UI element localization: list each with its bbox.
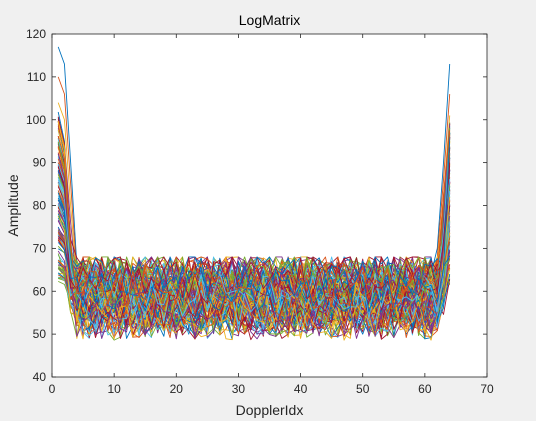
y-tick-label: 70: [33, 241, 47, 255]
x-tick-label: 40: [294, 382, 308, 396]
series-line: [57, 215, 451, 302]
y-tick-label: 40: [33, 370, 47, 384]
series-line: [57, 136, 451, 313]
y-tick-label: 110: [27, 70, 46, 84]
series-line: [57, 196, 451, 341]
series-line: [57, 197, 451, 305]
x-tick-label: 60: [418, 382, 432, 396]
x-tick-label: 20: [170, 382, 184, 396]
y-tick-label: 120: [26, 27, 46, 41]
x-tick-label: 10: [107, 382, 121, 396]
series-line: [57, 200, 451, 331]
x-tick-label: 50: [356, 382, 370, 396]
series-line: [58, 148, 451, 299]
x-ticks: 0 10 20 30 40 50 60 70: [49, 34, 494, 396]
y-tick-label: 60: [33, 284, 47, 298]
y-ticks: 40 50 60 70 80 90 100 110 120: [26, 27, 487, 384]
y-tick-label: 80: [33, 199, 47, 213]
x-tick-label: 70: [480, 382, 494, 396]
y-tick-label: 50: [33, 327, 47, 341]
series-line: [57, 130, 451, 310]
x-axis-label: DopplerIdx: [236, 402, 304, 418]
y-tick-label: 100: [26, 113, 46, 127]
chart-title: LogMatrix: [239, 12, 300, 28]
y-axis-label: Amplitude: [5, 174, 21, 236]
series-layer: [57, 46, 451, 341]
y-tick-label: 90: [33, 156, 47, 170]
x-tick-label: 0: [49, 382, 56, 396]
series-line: [57, 153, 451, 339]
series-line: [57, 165, 451, 305]
x-tick-label: 30: [232, 382, 246, 396]
